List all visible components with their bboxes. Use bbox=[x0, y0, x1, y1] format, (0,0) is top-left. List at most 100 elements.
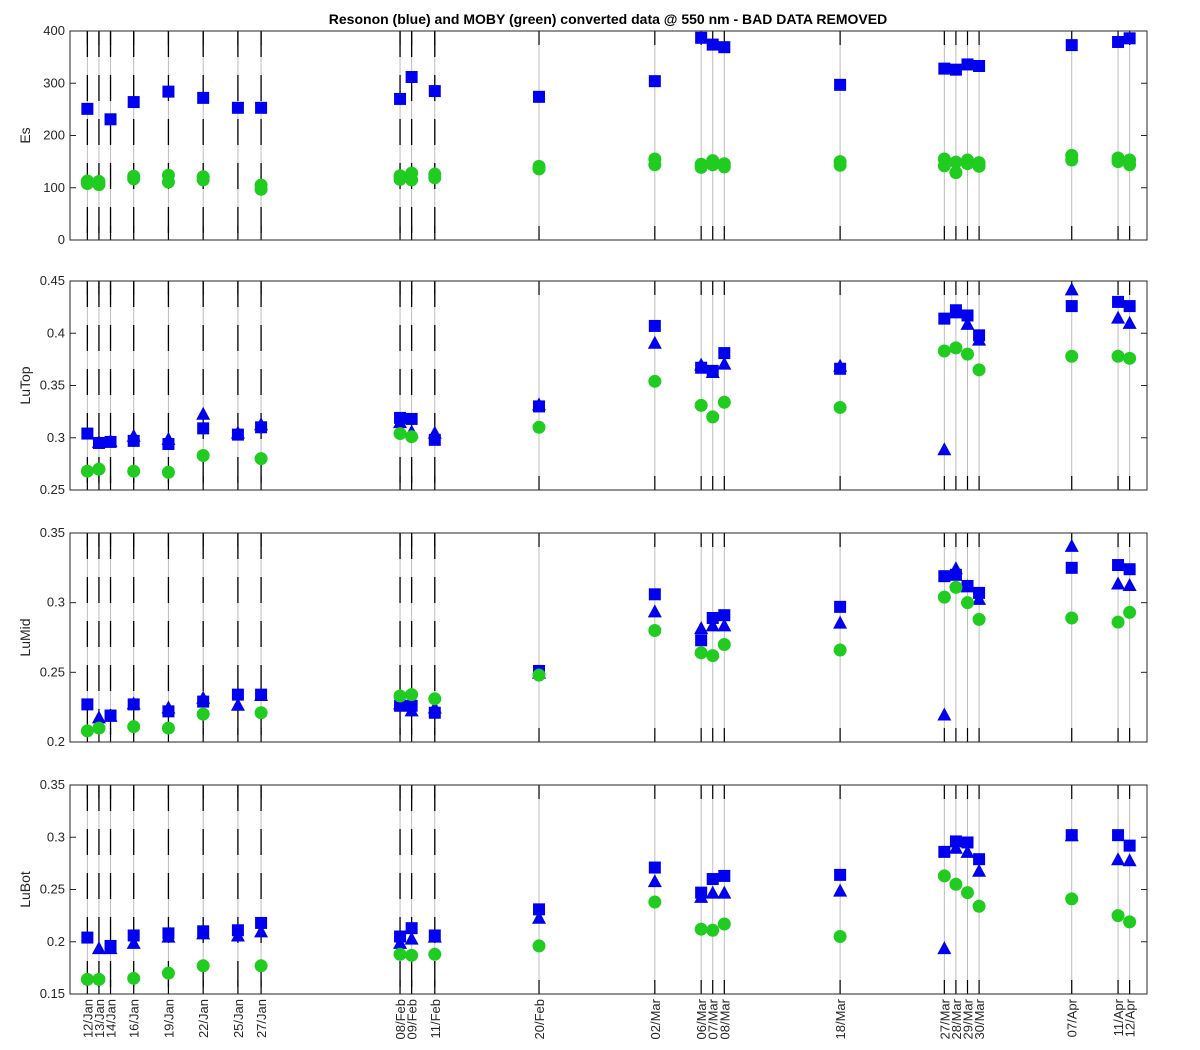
resonon-triangle-point bbox=[532, 910, 547, 924]
resonon-square-point bbox=[1112, 829, 1125, 842]
resonon-triangle-point bbox=[126, 696, 141, 710]
y-tick-label: 0.3 bbox=[47, 829, 65, 844]
x-tick-label: 12/Apr bbox=[1123, 998, 1138, 1037]
moby-circle-point bbox=[937, 869, 951, 883]
resonon-square-point bbox=[938, 570, 951, 583]
resonon-triangle-point bbox=[960, 844, 975, 858]
resonon-triangle-point bbox=[937, 707, 952, 721]
resonon-triangle-point bbox=[161, 929, 176, 943]
resonon-triangle-point bbox=[1122, 315, 1137, 329]
resonon-triangle-point bbox=[91, 434, 106, 448]
moby-circle-point bbox=[972, 612, 986, 626]
panel-lumid: 0.2 0.25 0.3 0.35 LuMid bbox=[17, 525, 1148, 749]
moby-circle-point bbox=[648, 624, 662, 638]
resonon-triangle-point bbox=[103, 433, 118, 447]
resonon-square-point bbox=[127, 929, 140, 942]
y-tick-label: 0.15 bbox=[40, 986, 65, 1001]
resonon-square-point bbox=[706, 873, 719, 886]
moby-circle-point bbox=[393, 947, 407, 961]
moby-circle-point bbox=[1065, 153, 1079, 167]
moby-circle-point bbox=[80, 724, 94, 738]
resonon-triangle-point bbox=[196, 926, 211, 940]
resonon-triangle-point bbox=[694, 889, 709, 903]
resonon-square-point bbox=[162, 85, 175, 98]
moby-circle-point bbox=[648, 895, 662, 909]
resonon-triangle-point bbox=[1064, 538, 1079, 552]
resonon-triangle-point bbox=[833, 883, 848, 897]
axes-frame bbox=[69, 784, 1148, 995]
y-tick-label: 0.3 bbox=[47, 595, 65, 610]
moby-circle-point bbox=[949, 580, 963, 594]
moby-circle-point bbox=[405, 430, 419, 444]
y-axis-label: LuTop bbox=[17, 366, 33, 404]
moby-circle-point bbox=[833, 400, 847, 414]
y-tick-label: 0.25 bbox=[40, 482, 65, 497]
y-tick-label: 200 bbox=[43, 128, 65, 143]
resonon-square-point bbox=[1065, 300, 1078, 313]
resonon-triangle-point bbox=[103, 941, 118, 955]
x-tick-label: 07/Mar bbox=[706, 998, 721, 1039]
y-tick-label: 0.2 bbox=[47, 934, 65, 949]
moby-circle-point bbox=[532, 939, 546, 953]
moby-circle-point bbox=[706, 923, 720, 937]
resonon-square-point bbox=[394, 92, 407, 105]
moby-circle-point bbox=[949, 166, 963, 180]
resonon-square-point bbox=[1123, 839, 1136, 852]
resonon-triangle-point bbox=[705, 364, 720, 378]
x-tick-label: 27/Mar bbox=[937, 998, 952, 1039]
resonon-triangle-point bbox=[393, 415, 408, 429]
resonon-square-point bbox=[104, 113, 117, 126]
resonon-triangle-point bbox=[717, 618, 732, 632]
moby-circle-point bbox=[405, 948, 419, 962]
x-tick-label: 02/Mar bbox=[648, 998, 663, 1039]
resonon-square-point bbox=[648, 319, 661, 332]
x-tick-label: 20/Feb bbox=[532, 999, 547, 1039]
moby-circle-point bbox=[694, 922, 708, 936]
moby-circle-point bbox=[1111, 909, 1125, 923]
moby-circle-point bbox=[648, 374, 662, 388]
resonon-square-point bbox=[533, 90, 546, 103]
resonon-triangle-point bbox=[948, 840, 963, 854]
y-tick-label: 0.35 bbox=[40, 525, 65, 540]
moby-circle-point bbox=[648, 158, 662, 172]
resonon-square-point bbox=[1065, 561, 1078, 574]
resonon-square-point bbox=[718, 347, 731, 360]
resonon-square-point bbox=[961, 836, 974, 849]
moby-circle-point bbox=[972, 899, 986, 913]
y-tick-label: 0.35 bbox=[40, 777, 65, 792]
resonon-triangle-point bbox=[647, 874, 662, 888]
resonon-triangle-point bbox=[161, 431, 176, 445]
moby-circle-point bbox=[961, 886, 974, 900]
resonon-triangle-point bbox=[91, 710, 106, 724]
resonon-triangle-point bbox=[1111, 576, 1126, 590]
resonon-triangle-point bbox=[393, 696, 408, 710]
moby-circle-point bbox=[1065, 349, 1079, 363]
moby-circle-point bbox=[937, 344, 951, 358]
moby-circle-point bbox=[694, 398, 708, 412]
resonon-triangle-point bbox=[972, 863, 987, 877]
resonon-square-point bbox=[648, 861, 661, 874]
resonon-triangle-point bbox=[833, 615, 848, 629]
resonon-square-point bbox=[938, 62, 951, 75]
moby-circle-point bbox=[161, 721, 175, 735]
resonon-square-point bbox=[961, 58, 974, 71]
resonon-triangle-point bbox=[1111, 310, 1126, 324]
resonon-square-point bbox=[405, 922, 418, 935]
x-tick-label: 13/Jan bbox=[92, 999, 107, 1038]
resonon-square-point bbox=[428, 85, 441, 98]
moby-circle-point bbox=[833, 158, 847, 172]
resonon-triangle-point bbox=[1122, 577, 1137, 591]
moby-circle-point bbox=[1123, 605, 1137, 619]
resonon-square-point bbox=[718, 869, 731, 882]
y-tick-label: 0.25 bbox=[40, 664, 65, 679]
moby-circle-point bbox=[717, 395, 731, 409]
resonon-square-point bbox=[949, 63, 962, 76]
moby-circle-point bbox=[393, 427, 407, 441]
moby-circle-point bbox=[532, 668, 546, 682]
moby-circle-point bbox=[1111, 615, 1125, 629]
moby-circle-point bbox=[127, 464, 141, 478]
y-tick-label: 400 bbox=[43, 23, 65, 38]
panel-es: 0 100 200 300 400 Es bbox=[17, 23, 1148, 247]
resonon-square-point bbox=[255, 101, 268, 114]
